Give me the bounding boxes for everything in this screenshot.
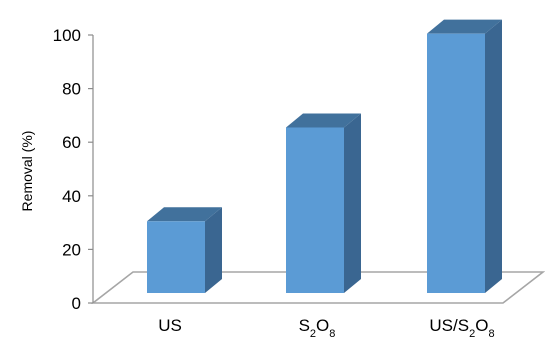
y-tick-label: 20 <box>62 240 81 259</box>
bar-side-face <box>485 19 502 294</box>
y-tick-label: 40 <box>62 187 81 206</box>
bar <box>427 19 502 294</box>
bars <box>147 19 502 294</box>
bar-front-face <box>147 221 205 293</box>
bar-front-face <box>286 127 344 293</box>
chart-floor <box>90 271 545 304</box>
floor-plane <box>90 271 545 304</box>
y-tick-label: 100 <box>53 26 81 45</box>
y-tick-label: 0 <box>72 294 81 313</box>
bar-top-face <box>147 207 222 222</box>
y-axis-title: Removal (%) <box>19 131 35 212</box>
y-axis-ticks: 0 20 40 60 80 100 <box>53 26 93 313</box>
bar <box>286 113 361 293</box>
x-axis-labels: US S2O8 US/S2O8 <box>158 316 494 340</box>
y-tick-label: 80 <box>62 80 81 99</box>
x-category-label: S2O8 <box>299 316 336 340</box>
bar-side-face <box>344 113 361 293</box>
bar-side-face <box>205 207 222 293</box>
bar-top-face <box>286 113 361 128</box>
x-category-label: US/S2O8 <box>429 316 494 340</box>
bar-front-face <box>427 33 485 294</box>
bar <box>147 207 222 293</box>
x-category-label: US <box>158 316 182 335</box>
bar-top-face <box>427 19 502 34</box>
y-tick-label: 60 <box>62 133 81 152</box>
